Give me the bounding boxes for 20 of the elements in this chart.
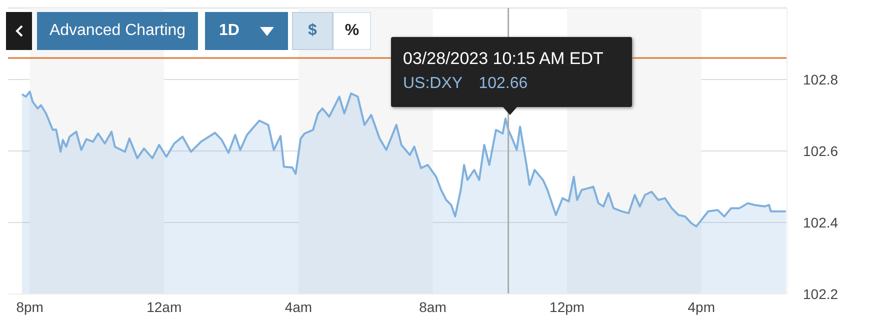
x-tick-label: 4pm bbox=[688, 298, 715, 315]
y-tick-label: 102.6 bbox=[803, 142, 838, 159]
annotation: $ bbox=[308, 22, 317, 40]
annotation: US:DXY 102.66 bbox=[403, 74, 529, 94]
x-tick-label: 12am bbox=[146, 298, 182, 315]
charting-button: Advanced Charting bbox=[37, 12, 198, 50]
x-tick-label: 8am bbox=[419, 298, 446, 315]
annotation: Advanced Charting bbox=[49, 22, 186, 40]
annotation: 03/28/2023 10:15 AM EDT bbox=[403, 48, 604, 70]
percent-toggle: % bbox=[333, 12, 371, 50]
y-tick-label: 102.4 bbox=[803, 214, 838, 230]
annotation: % bbox=[344, 22, 360, 40]
annotation: 1D bbox=[219, 22, 240, 40]
y-tick-label: 102.8 bbox=[803, 71, 838, 88]
dollar-toggle: $ bbox=[292, 12, 333, 50]
y-tick-label: 102.2 bbox=[803, 286, 838, 302]
x-tick-label: 12pm bbox=[550, 298, 585, 315]
range-dropdown: 1D bbox=[205, 12, 288, 50]
x-tick-label: 4am bbox=[284, 298, 312, 315]
x-tick-label: 8pm bbox=[16, 298, 44, 315]
